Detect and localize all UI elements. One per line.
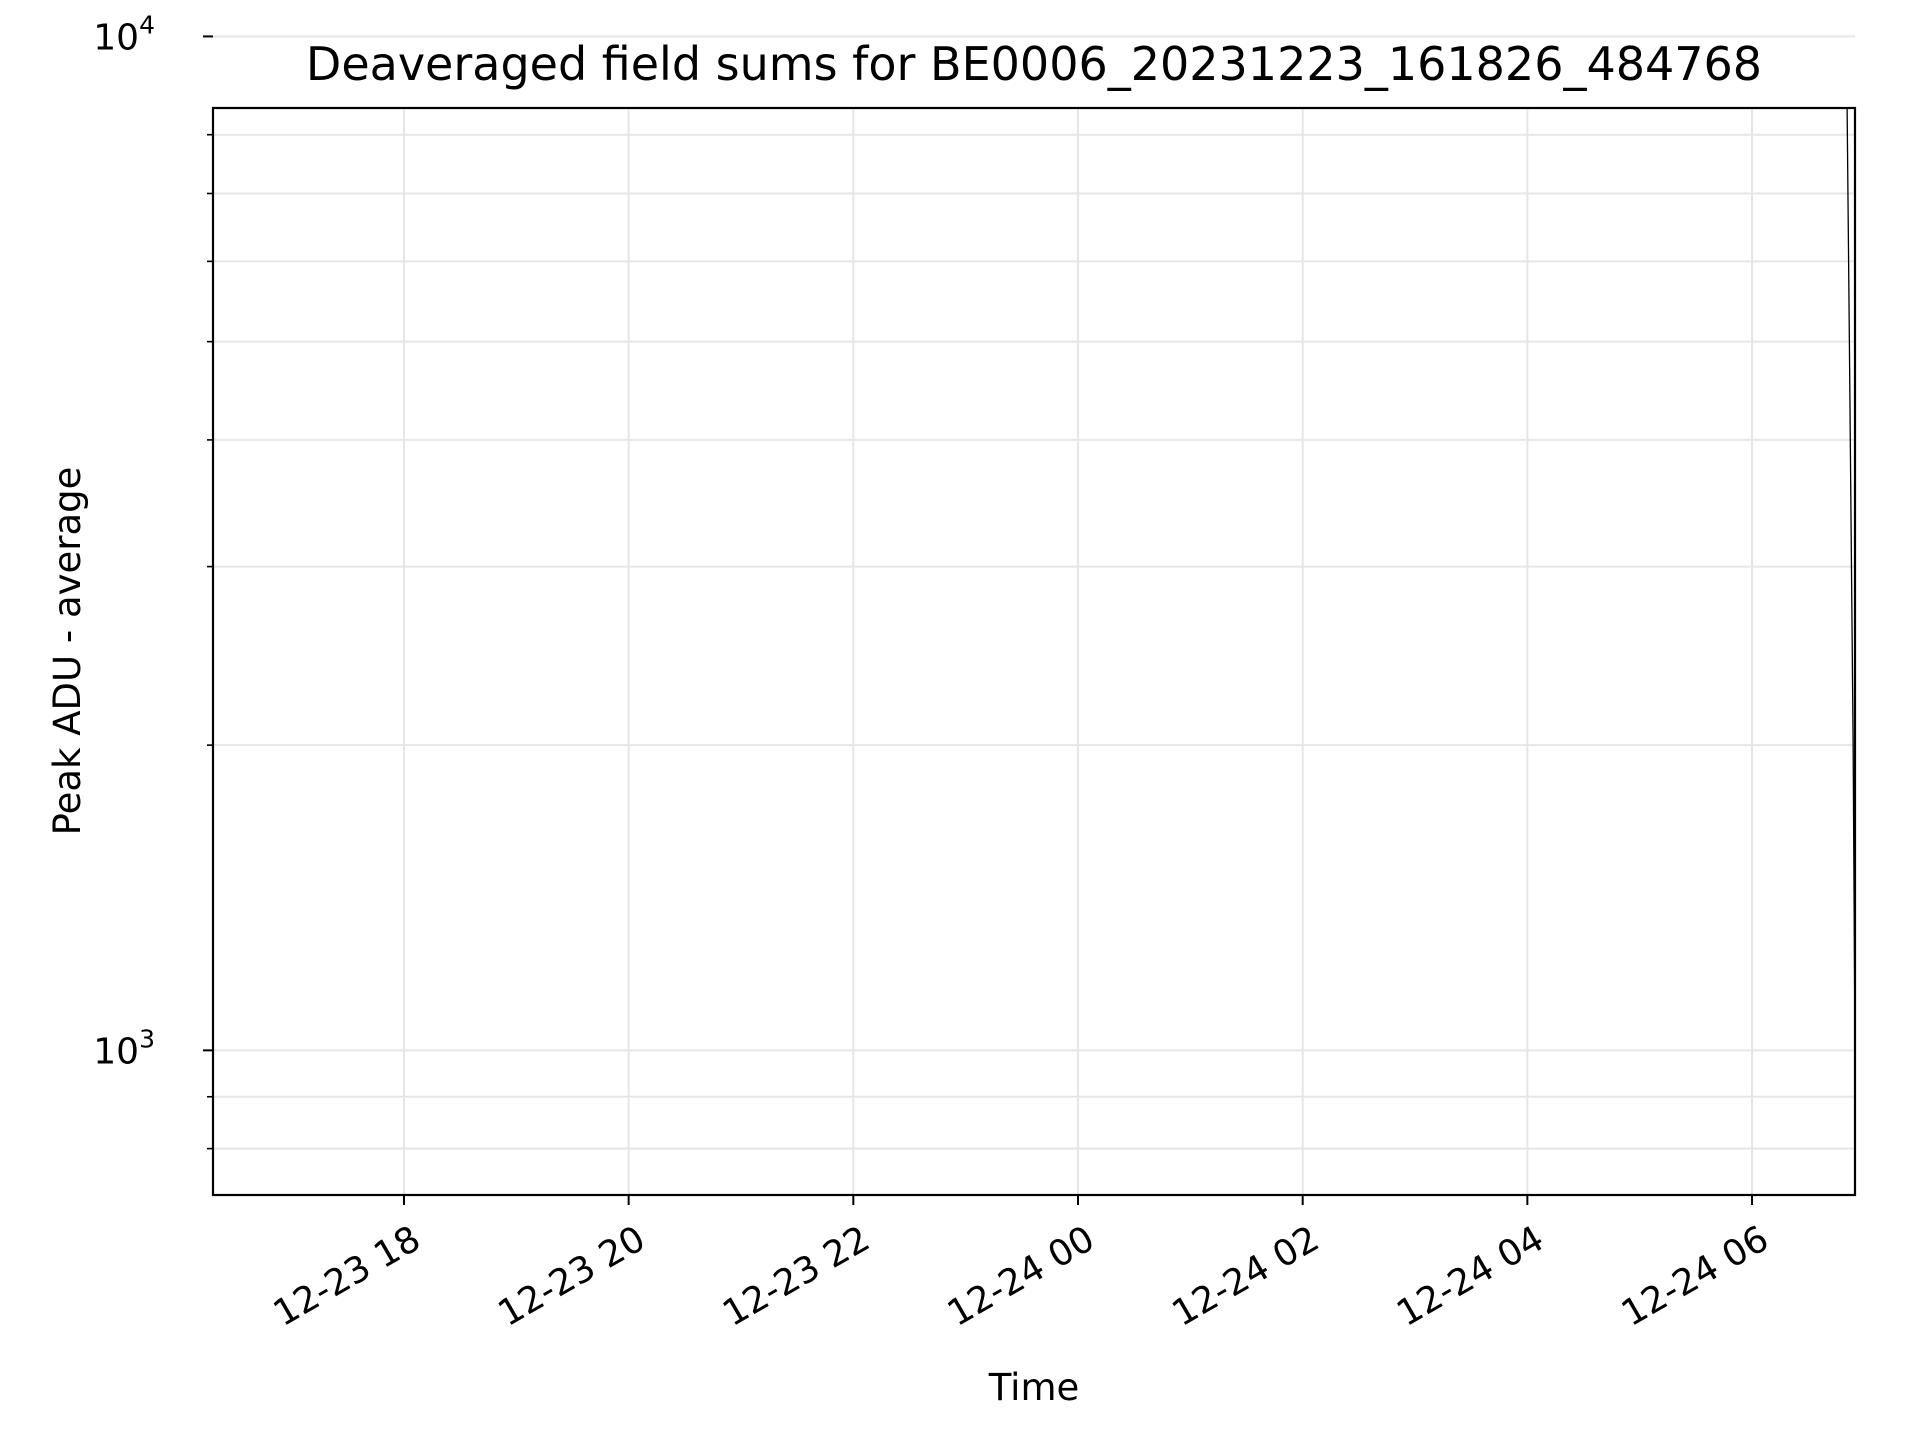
y-tick-exponent: 4 xyxy=(139,10,155,39)
x-axis-label: Time xyxy=(988,1366,1080,1409)
chart-title: Deaveraged field sums for BE0006_2023122… xyxy=(306,37,1762,91)
y-tick-exponent: 3 xyxy=(139,1024,155,1053)
axes-frame xyxy=(211,106,1857,1197)
y-axis-label: Peak ADU - average xyxy=(46,467,89,836)
grid xyxy=(213,35,1855,1195)
